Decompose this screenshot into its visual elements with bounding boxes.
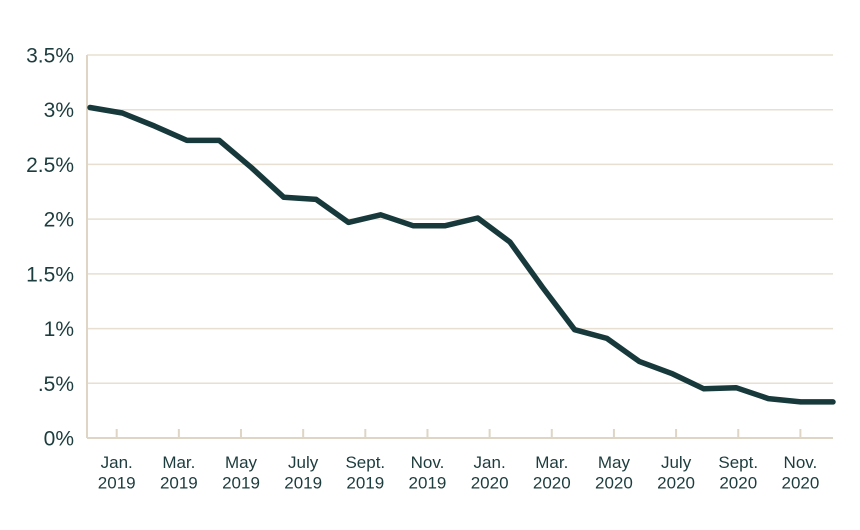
gridlines xyxy=(87,54,833,439)
x-axis-tick-label: Nov. 2019 xyxy=(409,453,447,493)
x-axis-tick-label: Mar. 2019 xyxy=(160,453,198,493)
x-tick-marks xyxy=(115,429,802,438)
x-axis-labels: Jan. 2019 Mar. 2019 May 2019 July 2019 Sept. 2019… xyxy=(98,453,820,493)
y-axis-tick-label: 2.5% xyxy=(26,154,74,177)
x-axis-tick-label: Sept. 2019 xyxy=(345,453,385,493)
y-axis-tick-label: 2% xyxy=(44,209,74,232)
y-axis-tick-label: 3.5% xyxy=(26,45,74,68)
rate-series-line xyxy=(87,104,836,405)
x-axis-tick-label: Nov. 2020 xyxy=(781,453,819,493)
x-axis-tick-label: Mar. 2020 xyxy=(533,453,571,493)
y-axis-tick-label: .5% xyxy=(38,373,74,396)
y-axis-labels: 3.5% 3% 2.5% 2% 1.5% 1% .5% 0% xyxy=(26,45,74,451)
x-axis-tick-label: Sept. 2020 xyxy=(718,453,758,493)
y-axis-tick-label: 1.5% xyxy=(26,263,74,286)
x-axis-tick-label: May 2020 xyxy=(595,453,633,493)
y-axis-tick-label: 3% xyxy=(44,99,74,122)
axes xyxy=(86,55,833,439)
x-axis-tick-label: Jan. 2020 xyxy=(471,453,509,493)
x-axis-tick-label: May 2019 xyxy=(222,453,260,493)
x-axis-tick-label: Jan. 2019 xyxy=(98,453,136,493)
x-axis-tick-label: July 2019 xyxy=(284,453,322,493)
y-axis-tick-label: 0% xyxy=(44,428,74,451)
y-axis-tick-label: 1% xyxy=(44,318,74,341)
x-axis-tick-label: July 2020 xyxy=(657,453,695,493)
